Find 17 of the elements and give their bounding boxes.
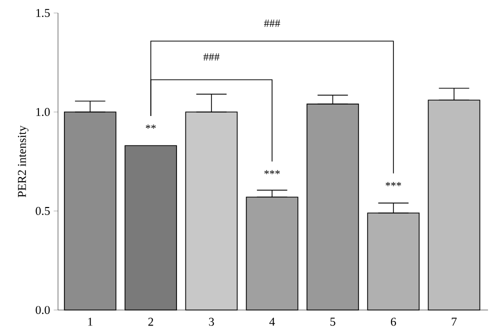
- x-tick-label: 7: [452, 318, 457, 326]
- x-tick-label: 6: [390, 318, 396, 326]
- y-tick-label: 1.5: [36, 8, 50, 18]
- x-tick-label: 5: [330, 318, 336, 326]
- annotation: ***: [264, 170, 280, 174]
- x-tick-label: 1: [88, 318, 92, 326]
- annotation: **: [146, 124, 156, 129]
- y-axis-title: PER2 intensity: [18, 125, 28, 198]
- y-tick-label: 0.0: [36, 306, 50, 314]
- annotation: ###: [264, 20, 280, 27]
- annotation: ***: [386, 182, 402, 186]
- x-tick-label: 2: [148, 318, 154, 326]
- x-tick-label: 4: [269, 318, 275, 326]
- y-tick-label: 1.0: [36, 108, 50, 116]
- annotation: ###: [203, 53, 220, 61]
- y-tick-label: 0.5: [36, 206, 50, 216]
- x-tick-label: 3: [209, 318, 214, 326]
